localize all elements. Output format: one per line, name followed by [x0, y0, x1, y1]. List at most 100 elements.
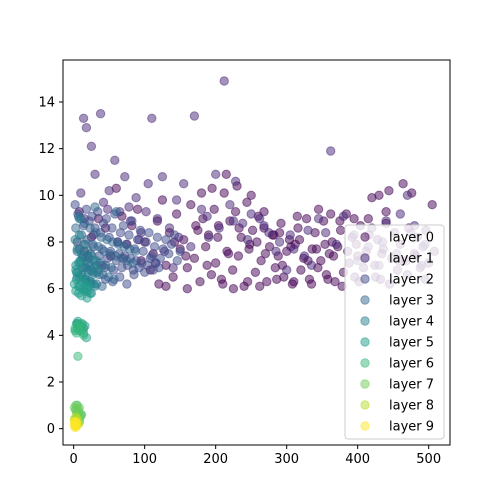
data-point: [272, 274, 282, 284]
data-point: [73, 351, 83, 361]
legend-marker: [360, 421, 370, 431]
data-point: [127, 258, 138, 268]
legend-label: layer 0: [389, 231, 434, 246]
data-point: [306, 260, 317, 270]
data-point: [271, 246, 281, 257]
data-point: [301, 214, 312, 224]
data-point: [228, 265, 238, 275]
legend-marker: [360, 274, 370, 284]
data-point: [223, 249, 234, 259]
data-point: [264, 228, 274, 238]
data-point: [104, 186, 114, 196]
x-tick-label: 300: [274, 452, 299, 467]
data-point: [296, 265, 306, 275]
x-tick-label: 100: [132, 452, 157, 467]
data-point: [189, 253, 200, 263]
data-point: [91, 256, 102, 266]
legend-marker: [360, 337, 370, 347]
data-point: [242, 197, 252, 208]
data-point: [230, 207, 241, 217]
data-point: [395, 209, 405, 219]
data-point: [259, 221, 269, 231]
x-tick-label: 200: [203, 452, 228, 467]
data-point: [264, 242, 275, 252]
data-point: [233, 251, 244, 261]
data-point: [111, 207, 122, 217]
legend-label: layer 1: [389, 252, 434, 267]
data-point: [109, 274, 119, 284]
data-point: [195, 277, 205, 287]
data-point: [86, 141, 97, 152]
data-point: [124, 230, 134, 240]
legend-label: layer 4: [389, 315, 434, 330]
data-point: [103, 204, 113, 215]
data-point: [130, 246, 141, 257]
data-point: [363, 214, 373, 224]
data-point: [262, 277, 272, 287]
data-point: [299, 251, 310, 261]
data-point: [196, 188, 207, 198]
data-point: [274, 228, 285, 238]
data-point: [209, 204, 219, 215]
data-point: [274, 237, 285, 247]
data-point: [250, 267, 261, 277]
data-point: [127, 216, 137, 226]
y-tick-label: 6: [47, 282, 55, 297]
data-point: [101, 214, 112, 224]
data-point: [171, 195, 182, 205]
data-point: [313, 214, 324, 224]
y-tick-label: 2: [47, 376, 55, 391]
data-point: [211, 169, 221, 180]
data-point: [374, 190, 384, 201]
data-point: [225, 200, 235, 210]
data-point: [78, 330, 89, 340]
legend-marker: [360, 379, 370, 389]
data-point: [107, 223, 117, 233]
data-point: [149, 242, 160, 252]
legend-label: layer 6: [389, 357, 434, 372]
data-point: [242, 235, 253, 245]
legend-marker: [360, 232, 370, 242]
data-point: [157, 172, 168, 182]
data-point: [186, 242, 196, 252]
data-point: [172, 256, 183, 266]
data-point: [381, 207, 391, 217]
legend-label: layer 5: [389, 336, 434, 351]
data-point: [152, 214, 163, 224]
data-point: [196, 204, 207, 215]
data-point: [219, 76, 229, 86]
data-point: [335, 225, 346, 236]
data-point: [259, 207, 269, 217]
data-point: [141, 207, 151, 217]
data-point: [214, 223, 224, 233]
data-point: [70, 200, 80, 210]
data-point: [294, 235, 305, 245]
data-point: [90, 169, 100, 180]
data-point: [138, 246, 148, 257]
data-point: [384, 186, 394, 196]
data-point: [201, 242, 211, 252]
data-point: [311, 244, 322, 254]
data-point: [316, 256, 326, 266]
data-point: [186, 200, 196, 210]
legend: layer 0 layer 1 layer 2 layer 3 layer 4 layer…: [344, 224, 445, 440]
data-point: [144, 228, 154, 238]
legend-box: [344, 224, 445, 440]
data-point: [175, 246, 185, 257]
data-point: [244, 244, 254, 254]
legend-marker: [360, 295, 370, 305]
data-point: [238, 218, 248, 229]
data-point: [129, 270, 139, 280]
data-point: [132, 235, 143, 245]
data-point: [169, 230, 180, 240]
data-point: [246, 190, 256, 201]
y-tick-label: 12: [38, 142, 55, 157]
data-point: [152, 232, 163, 243]
data-point: [143, 179, 153, 189]
data-point: [164, 223, 175, 233]
data-point: [323, 274, 333, 284]
data-point: [242, 277, 253, 287]
legend-label: layer 8: [389, 399, 434, 414]
data-point: [182, 284, 193, 294]
data-point: [289, 244, 299, 254]
